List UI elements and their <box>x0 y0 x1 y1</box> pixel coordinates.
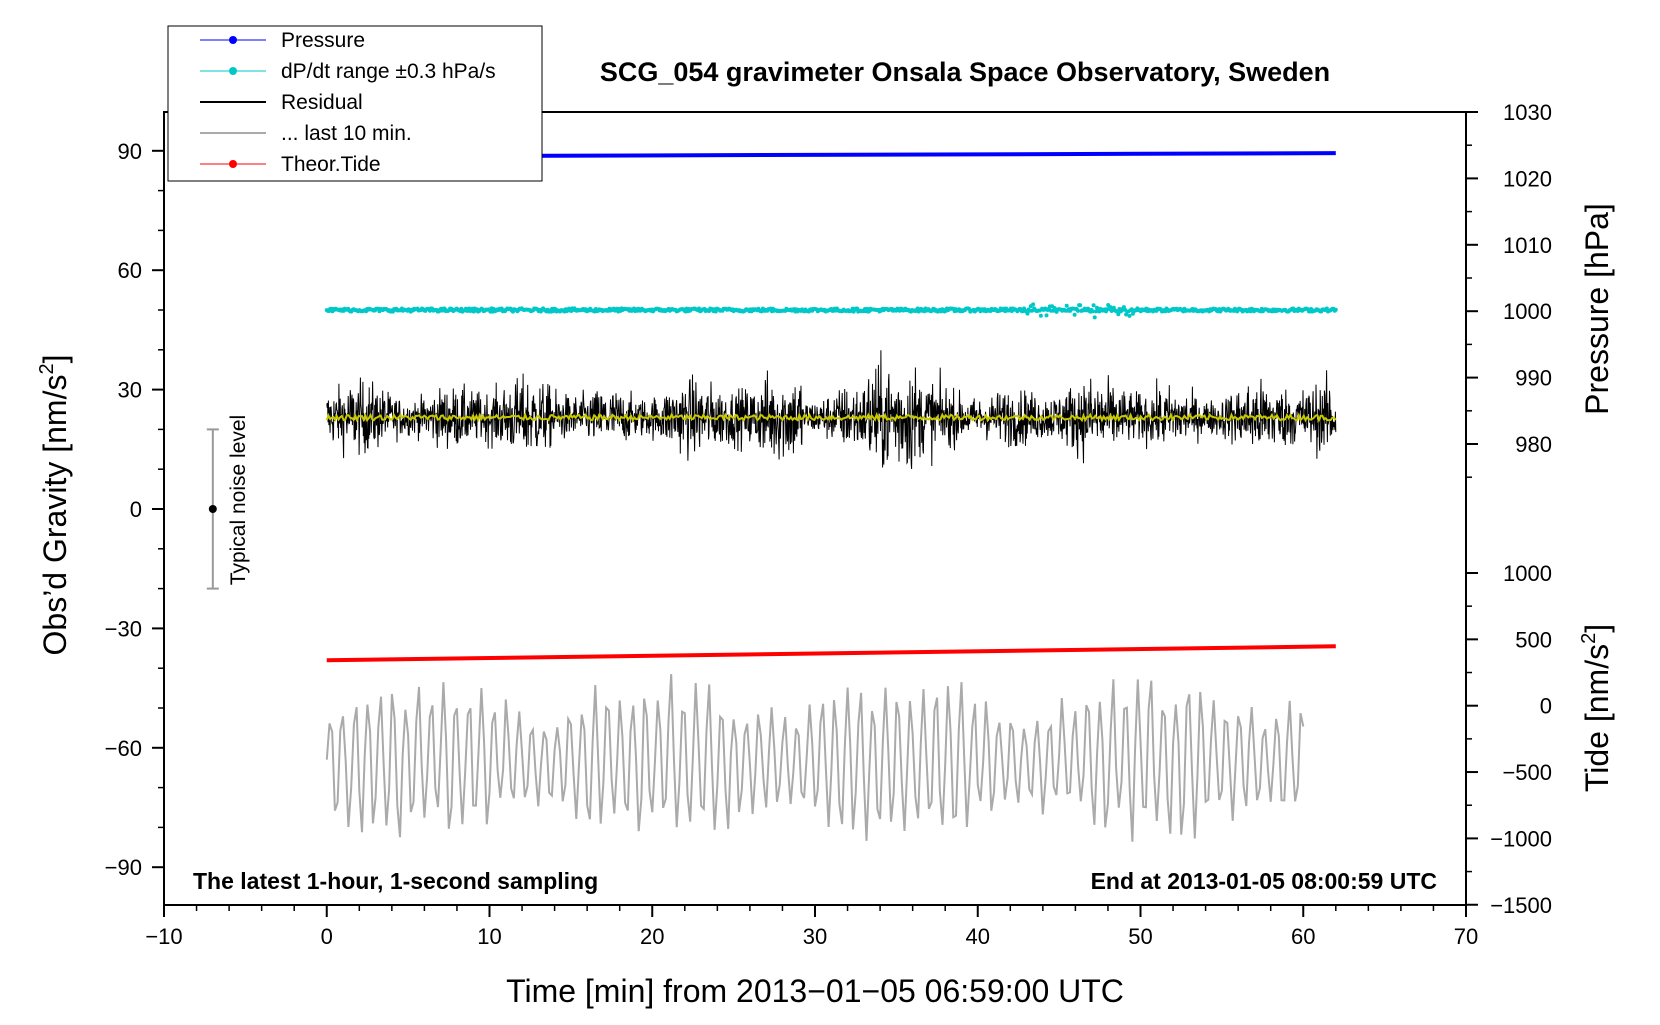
pressure-tick-label: 1010 <box>1503 233 1552 258</box>
y-axis-pressure-title: Pressure [hPa] <box>1579 203 1615 415</box>
pressure-tick-label: 990 <box>1515 366 1552 391</box>
dpdt-range-point <box>1333 307 1338 312</box>
series-layer <box>324 151 1338 842</box>
y-left-tick-label: 30 <box>118 378 142 403</box>
y-left-tick-label: −90 <box>105 855 142 880</box>
y-axis-tide-title-close: ] <box>1579 624 1615 633</box>
noise-bar: Typical noise level <box>206 415 250 590</box>
tick-layer: −10 0 10 20 30 40 50 60 709060300−30−60−90103010… <box>105 100 1552 949</box>
noise-bar-center <box>208 505 217 513</box>
legend-box <box>167 25 543 182</box>
tide-tick-label: −1000 <box>1490 826 1552 851</box>
legend: Pressure dP/dt range ±0.3 hPa/s Residual..… <box>167 25 543 182</box>
noise-bar-label: Typical noise level <box>227 415 250 585</box>
legend-label: ... last 10 min. <box>281 122 412 145</box>
legend-marker <box>229 36 237 44</box>
y-axis-tide-title: Tide [nm/s2] <box>1578 624 1615 792</box>
pressure-tick-label: 1030 <box>1503 100 1552 125</box>
x-tick-label: 0 <box>321 924 333 949</box>
dpdt-range-point <box>1044 313 1049 318</box>
dpdt-range-point <box>1091 303 1096 308</box>
y-left-tick-label: −30 <box>105 616 142 641</box>
dpdt-range-point <box>1038 313 1043 318</box>
tide-tick-label: −1500 <box>1490 893 1552 918</box>
y-axis-left-title-sup: 2 <box>36 363 58 374</box>
legend-label: Theor.Tide <box>281 153 381 176</box>
dpdt-range-point <box>1090 309 1095 314</box>
dpdt-range-point <box>1127 313 1132 318</box>
annotation-bottom-right: End at 2013-01-05 08:00:59 UTC <box>1091 868 1437 894</box>
dpdt-range-point <box>1078 303 1083 308</box>
x-tick-label: 30 <box>803 924 827 949</box>
tide-tick-label: 1000 <box>1503 561 1552 586</box>
legend-label: Pressure <box>281 29 365 52</box>
tide-tick-label: 500 <box>1515 627 1552 652</box>
y-axis-tide-title-sup: 2 <box>1578 633 1600 644</box>
x-tick-label: 20 <box>640 924 664 949</box>
tide-tick-label: −500 <box>1502 760 1552 785</box>
dpdt-range-point <box>1072 312 1077 317</box>
x-tick-label: 40 <box>966 924 990 949</box>
dpdt-range-point <box>1031 302 1036 307</box>
x-tick-label: 70 <box>1454 924 1478 949</box>
dpdt-range-point <box>1075 308 1080 313</box>
x-tick-label: −10 <box>145 924 182 949</box>
annotation-bottom-left: The latest 1-hour, 1-second sampling <box>193 868 598 894</box>
legend-label: dP/dt range ±0.3 hPa/s <box>281 60 496 83</box>
residual-smoothed-line <box>325 411 1337 423</box>
dpdt-range-point <box>1025 311 1030 316</box>
chart-title: SCG_054 gravimeter Onsala Space Observat… <box>600 57 1330 87</box>
theor-tide-line <box>326 644 1336 663</box>
y-left-tick-label: 90 <box>118 139 142 164</box>
legend-label: Residual <box>281 91 363 114</box>
tide-tick-label: 0 <box>1540 694 1552 719</box>
dpdt-range-point <box>1092 315 1097 320</box>
dpdt-range-point <box>1116 312 1121 317</box>
pressure-tick-label: 1000 <box>1503 299 1552 324</box>
dpdt-range-point <box>1108 305 1113 310</box>
y-axis-left-title-main: Obs’d Gravity [nm/s <box>37 375 73 656</box>
x-tick-label: 10 <box>477 924 501 949</box>
dpdt-range-point <box>1064 303 1069 308</box>
legend-marker <box>229 67 237 75</box>
x-tick-label: 50 <box>1128 924 1152 949</box>
y-axis-tide-title-main: Tide [nm/s <box>1579 644 1615 792</box>
pressure-tick-label: 1020 <box>1503 166 1552 191</box>
legend-marker <box>229 160 237 168</box>
pressure-tick-label: 980 <box>1515 432 1552 457</box>
y-left-tick-label: 0 <box>130 497 142 522</box>
x-axis-title: Time [min] from 2013−01−05 06:59:00 UTC <box>506 973 1124 1009</box>
y-left-tick-label: 60 <box>118 258 142 283</box>
dpdt-range-series <box>324 302 1338 320</box>
y-left-tick-label: −60 <box>105 736 142 761</box>
y-axis-left-title-close: ] <box>37 355 73 364</box>
last-10-min-line <box>325 674 1305 842</box>
y-axis-left-title: Obs’d Gravity [nm/s2] <box>36 355 73 656</box>
x-tick-label: 60 <box>1291 924 1315 949</box>
